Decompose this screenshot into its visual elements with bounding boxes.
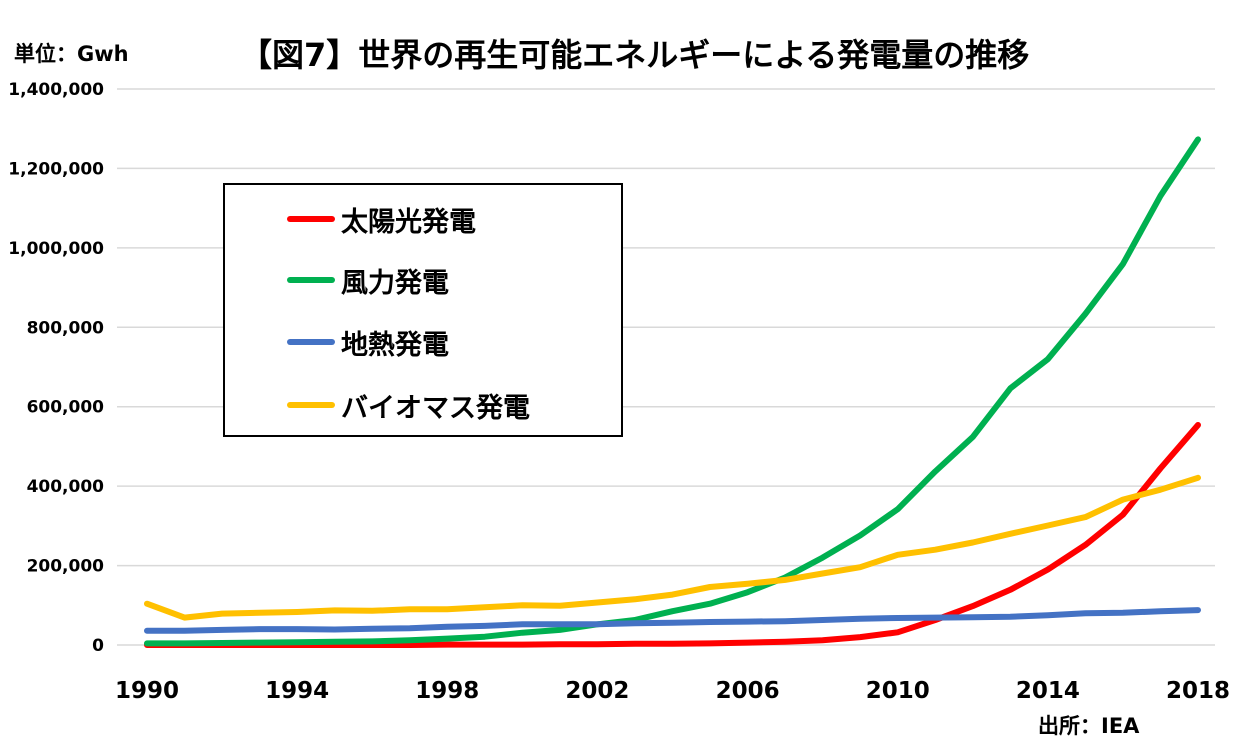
- legend: 太陽光発電 風力発電 地熱発電 バイオマス発電: [223, 183, 623, 437]
- series-line-0: [144, 422, 1201, 648]
- y-tick-label: 400,000: [27, 477, 105, 497]
- legend-label-solar: 太陽光発電: [341, 206, 476, 238]
- legend-label-wind: 風力発電: [341, 267, 449, 299]
- x-tick-label: 1998: [415, 678, 479, 704]
- unit-label: 単位：Gwh: [14, 42, 129, 66]
- series-lines: [144, 136, 1201, 648]
- y-tick-label: 1,000,000: [8, 239, 104, 259]
- y-tick-label: 200,000: [27, 557, 105, 577]
- y-tick-label: 1,200,000: [8, 159, 104, 179]
- y-axis-ticks: 0 200,000 400,000 600,000 800,000 1,000,000 1,…: [8, 80, 104, 656]
- legend-swatch-solar: [287, 216, 335, 222]
- legend-item-geothermal: 地熱発電: [287, 325, 449, 361]
- y-tick-label: 0: [92, 636, 104, 656]
- y-tick-label: 800,000: [27, 318, 105, 338]
- x-axis-ticks: 1990 1994 1998 2002 2006 2010 2014 2018: [115, 678, 1230, 704]
- legend-swatch-wind: [287, 277, 335, 283]
- x-tick-label: 1990: [115, 678, 179, 704]
- legend-item-wind: 風力発電: [287, 263, 449, 299]
- legend-swatch-geothermal: [287, 339, 335, 345]
- x-tick-label: 2002: [565, 678, 629, 704]
- series-line-1: [144, 136, 1201, 647]
- y-tick-label: 600,000: [27, 398, 105, 418]
- x-tick-label: 2010: [866, 678, 930, 704]
- x-tick-label: 2006: [716, 678, 780, 704]
- x-tick-label: 1994: [265, 678, 329, 704]
- legend-label-biomass: バイオマス発電: [341, 392, 530, 424]
- series-line-2: [144, 607, 1201, 634]
- x-tick-label: 2018: [1166, 678, 1230, 704]
- series-line-3: [144, 474, 1201, 621]
- source-label: 出所：IEA: [1038, 714, 1140, 738]
- chart-title: 【図7】世界の再生可能エネルギーによる発電量の推移: [240, 36, 1030, 74]
- legend-item-biomass: バイオマス発電: [287, 388, 530, 424]
- x-tick-label: 2014: [1016, 678, 1080, 704]
- legend-item-solar: 太陽光発電: [287, 202, 476, 238]
- legend-swatch-biomass: [287, 402, 335, 408]
- y-tick-label: 1,400,000: [8, 80, 104, 100]
- legend-label-geothermal: 地熱発電: [341, 329, 449, 361]
